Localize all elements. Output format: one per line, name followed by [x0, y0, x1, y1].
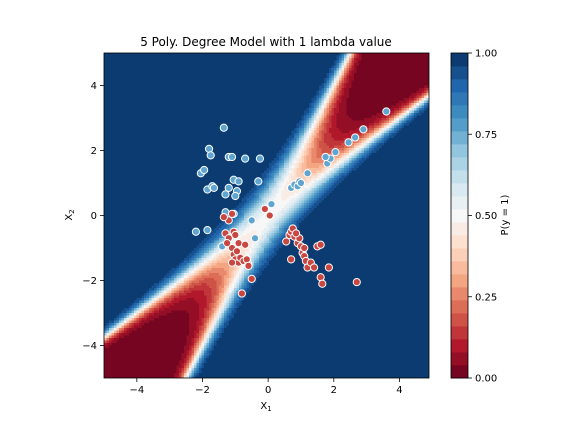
point-class-0	[232, 247, 242, 256]
colorbar-tick-label: 0.50	[475, 211, 497, 222]
point-class-0	[227, 209, 237, 218]
point-class-1	[296, 178, 306, 188]
colorbar-tick-label: 1.00	[475, 49, 497, 60]
point-class-0	[324, 263, 333, 272]
y-tick-label: 4	[91, 81, 97, 92]
point-class-1	[224, 183, 233, 192]
colorbar	[451, 53, 468, 379]
colorbar-level	[451, 300, 468, 314]
colorbar-label: P(y = 1)	[500, 194, 511, 235]
colorbar-level	[451, 144, 468, 158]
point-class-0	[234, 239, 243, 248]
colorbar-level	[451, 209, 468, 223]
x-tick-label: 4	[396, 385, 402, 396]
point-class-1	[331, 148, 340, 157]
colorbar-level	[451, 105, 468, 119]
point-class-0	[265, 211, 274, 220]
point-class-1	[200, 165, 209, 175]
colorbar-tick-label: 0.25	[475, 292, 497, 303]
colorbar-level	[451, 131, 468, 145]
x-tick-label: −4	[129, 385, 144, 396]
colorbar-level	[451, 274, 468, 288]
point-class-1	[250, 234, 260, 243]
colorbar-level	[451, 248, 468, 262]
point-class-1	[247, 216, 256, 225]
colorbar-level	[451, 365, 468, 379]
point-class-1	[321, 152, 330, 162]
y-tick-label: 0	[91, 211, 97, 222]
x-axis-label: X1	[260, 401, 271, 413]
point-class-1	[191, 227, 201, 236]
point-class-1	[241, 154, 250, 163]
point-class-1	[344, 138, 353, 147]
colorbar-level	[451, 79, 468, 93]
y-axis-label: X2	[64, 209, 76, 220]
colorbar-level	[451, 157, 468, 171]
point-class-0	[300, 243, 309, 253]
point-class-0	[316, 240, 325, 249]
colorbar-level	[451, 339, 468, 353]
point-class-0	[282, 237, 291, 246]
colorbar-level	[451, 196, 468, 210]
point-class-1	[234, 177, 243, 186]
point-class-1	[255, 154, 265, 163]
colorbar-level	[451, 313, 468, 327]
point-class-0	[231, 230, 240, 240]
point-class-0	[318, 279, 327, 288]
point-class-1	[203, 226, 212, 235]
colorbar-level	[451, 326, 468, 340]
x-tick-label: −2	[195, 385, 210, 396]
point-class-0	[247, 274, 256, 283]
y-tick-label: 2	[91, 146, 97, 157]
colorbar-level	[451, 170, 468, 184]
point-class-1	[219, 123, 228, 132]
colorbar-level	[451, 92, 468, 106]
point-class-0	[223, 239, 232, 248]
y-tick-label: −2	[82, 276, 97, 287]
y-axis-ticks: −4 −2 0 2 4	[82, 81, 104, 352]
y-tick-label: −4	[82, 341, 97, 352]
point-class-0	[241, 240, 250, 249]
point-class-1	[254, 177, 263, 186]
point-class-1	[382, 107, 391, 116]
point-class-0	[291, 229, 301, 238]
colorbar-level	[451, 183, 468, 197]
chart-title: 5 Poly. Degree Model with 1 lambda value	[140, 35, 392, 49]
point-class-1	[206, 151, 215, 160]
colorbar-tick-label: 0.75	[475, 130, 497, 141]
colorbar-level	[451, 118, 468, 132]
colorbar-level	[451, 222, 468, 236]
plot-area	[104, 53, 429, 378]
point-class-1	[303, 169, 312, 178]
point-class-1	[359, 125, 368, 134]
point-class-0	[352, 278, 361, 287]
colorbar-level	[451, 352, 468, 366]
colorbar-level	[451, 235, 468, 249]
colorbar-level	[451, 53, 468, 67]
x-axis-ticks: −4 −2 0 2 4	[129, 378, 403, 396]
colorbar-level	[451, 66, 468, 80]
point-class-1	[227, 152, 237, 162]
point-class-0	[244, 261, 253, 270]
point-class-0	[219, 213, 228, 222]
colorbar-level	[451, 261, 468, 275]
point-class-0	[287, 255, 296, 264]
point-class-0	[260, 204, 269, 214]
point-class-0	[237, 289, 246, 298]
point-class-1	[351, 133, 360, 142]
point-class-1	[221, 190, 230, 199]
colorbar-ticks: 0.00 0.25 0.50 0.75 1.00	[468, 49, 497, 385]
point-class-1	[209, 183, 219, 192]
point-class-0	[310, 263, 319, 272]
x-tick-label: 2	[331, 385, 337, 396]
colorbar-level	[451, 287, 468, 301]
colorbar-tick-label: 0.00	[475, 374, 497, 385]
point-class-1	[267, 200, 276, 209]
data-points	[191, 107, 391, 298]
point-class-1	[231, 191, 240, 201]
x-tick-label: 0	[265, 385, 271, 396]
point-class-0	[227, 258, 237, 267]
